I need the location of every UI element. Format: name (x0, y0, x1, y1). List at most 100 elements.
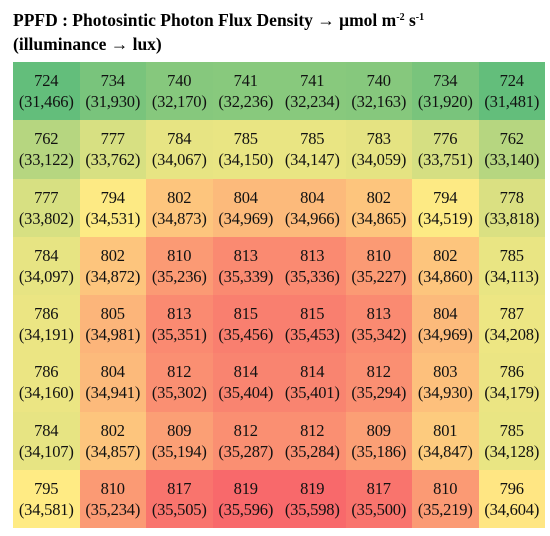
lux-value: (31,930) (85, 92, 141, 112)
heatmap-cell-r6-c7: 803 (34,930) (412, 353, 479, 412)
heatmap-cell-r4-c8: 785 (34,113) (478, 236, 545, 295)
ppfd-value: 787 (499, 304, 524, 324)
chart-title: PPFD : Photosintic Photon Flux Density →… (13, 8, 424, 56)
heatmap-cell-r7-c6: 809 (35,186) (345, 411, 412, 470)
lux-value: (33,140) (484, 150, 540, 170)
heatmap-cell-r4-c3: 810 (35,236) (146, 236, 213, 295)
heatmap-cell-r2-c4: 785 (34,150) (212, 120, 279, 179)
heatmap-cell-r1-c7: 734 (31,920) (412, 62, 479, 121)
lux-value: (35,219) (417, 499, 473, 519)
heatmap-cell-r6-c6: 812 (35,294) (345, 353, 412, 412)
lux-value: (35,194) (151, 441, 207, 461)
lux-value: (32,170) (151, 92, 207, 112)
lux-value: (34,860) (417, 266, 473, 286)
heatmap-cell-r7-c5: 812 (35,284) (279, 411, 346, 470)
lux-value: (35,336) (284, 266, 340, 286)
lux-value: (34,873) (151, 208, 207, 228)
heatmap-cell-r1-c6: 740 (32,163) (345, 62, 412, 121)
lux-value: (35,404) (218, 383, 274, 403)
ppfd-value: 786 (34, 304, 59, 324)
heatmap-cell-r4-c4: 813 (35,339) (212, 236, 279, 295)
lux-value: (34,208) (484, 325, 540, 345)
ppfd-value: 762 (499, 129, 524, 149)
heatmap-cell-r5-c2: 805 (34,981) (79, 295, 146, 354)
ppfd-value: 796 (499, 478, 524, 498)
ppfd-value: 724 (499, 71, 524, 91)
ppfd-value: 784 (167, 129, 192, 149)
ppfd-value: 776 (433, 129, 458, 149)
heatmap-cell-r8-c5: 819 (35,598) (279, 469, 346, 528)
lux-value: (34,581) (18, 499, 74, 519)
heatmap-cell-r2-c8: 762 (33,140) (478, 120, 545, 179)
lux-value: (34,981) (85, 325, 141, 345)
heatmap-cell-r3-c1: 777 (33,802) (13, 178, 80, 237)
ppfd-value: 734 (433, 71, 458, 91)
lux-value: (34,930) (417, 383, 473, 403)
heatmap-cell-r3-c2: 794 (34,531) (79, 178, 146, 237)
heatmap-cell-r2-c7: 776 (33,751) (412, 120, 479, 179)
lux-value: (34,128) (484, 441, 540, 461)
heatmap-grid: 724 (31,466) 734 (31,930) 740 (32,170) 741 (32,… (13, 62, 545, 528)
ppfd-value: 805 (100, 304, 125, 324)
title-line-2: (illuminance → lux) (13, 34, 162, 54)
ppfd-value: 817 (366, 478, 391, 498)
heatmap-cell-r1-c4: 741 (32,236) (212, 62, 279, 121)
heatmap-cell-r5-c6: 813 (35,342) (345, 295, 412, 354)
heatmap-cell-r3-c8: 778 (33,818) (478, 178, 545, 237)
heatmap-cell-r2-c6: 783 (34,059) (345, 120, 412, 179)
ppfd-value: 812 (167, 362, 192, 382)
ppfd-value: 810 (167, 245, 192, 265)
lux-value: (34,097) (18, 266, 74, 286)
ppfd-value: 802 (167, 187, 192, 207)
lux-value: (35,342) (351, 325, 407, 345)
lux-value: (35,236) (151, 266, 207, 286)
ppfd-value: 794 (433, 187, 458, 207)
lux-value: (34,865) (351, 208, 407, 228)
heatmap-cell-r8-c7: 810 (35,219) (412, 469, 479, 528)
heatmap-cell-r4-c7: 802 (34,860) (412, 236, 479, 295)
lux-value: (35,456) (218, 325, 274, 345)
lux-value: (35,302) (151, 383, 207, 403)
lux-value: (34,059) (351, 150, 407, 170)
ppfd-value: 810 (433, 478, 458, 498)
lux-value: (34,179) (484, 383, 540, 403)
ppfd-value: 814 (300, 362, 325, 382)
ppfd-value: 741 (300, 71, 325, 91)
ppfd-value: 795 (34, 478, 59, 498)
heatmap-cell-r5-c3: 813 (35,351) (146, 295, 213, 354)
ppfd-value: 813 (300, 245, 325, 265)
heatmap-cell-r7-c4: 812 (35,287) (212, 411, 279, 470)
ppfd-value: 815 (300, 304, 325, 324)
heatmap-cell-r6-c8: 786 (34,179) (478, 353, 545, 412)
ppfd-value: 724 (34, 71, 59, 91)
ppfd-value: 817 (167, 478, 192, 498)
lux-value: (35,505) (151, 499, 207, 519)
heatmap-cell-r5-c5: 815 (35,453) (279, 295, 346, 354)
lux-value: (34,191) (18, 325, 74, 345)
ppfd-value: 784 (34, 420, 59, 440)
ppfd-value: 783 (366, 129, 391, 149)
lux-value: (34,969) (417, 325, 473, 345)
lux-value: (32,234) (284, 92, 340, 112)
lux-value: (35,234) (85, 499, 141, 519)
lux-value: (35,294) (351, 383, 407, 403)
ppfd-value: 802 (433, 245, 458, 265)
heatmap-cell-r3-c3: 802 (34,873) (146, 178, 213, 237)
heatmap-cell-r2-c3: 784 (34,067) (146, 120, 213, 179)
lux-value: (35,598) (284, 499, 340, 519)
ppfd-value: 802 (100, 245, 125, 265)
lux-value: (33,802) (18, 208, 74, 228)
ppfd-value: 802 (100, 420, 125, 440)
ppfd-value: 777 (100, 129, 125, 149)
ppfd-value: 809 (167, 420, 192, 440)
lux-value: (34,941) (85, 383, 141, 403)
ppfd-value: 809 (366, 420, 391, 440)
lux-value: (35,287) (218, 441, 274, 461)
heatmap-cell-r8-c4: 819 (35,596) (212, 469, 279, 528)
ppfd-value: 786 (499, 362, 524, 382)
lux-value: (33,762) (85, 150, 141, 170)
lux-value: (34,604) (484, 499, 540, 519)
ppfd-value: 740 (167, 71, 192, 91)
heatmap-cell-r5-c7: 804 (34,969) (412, 295, 479, 354)
lux-value: (34,067) (151, 150, 207, 170)
